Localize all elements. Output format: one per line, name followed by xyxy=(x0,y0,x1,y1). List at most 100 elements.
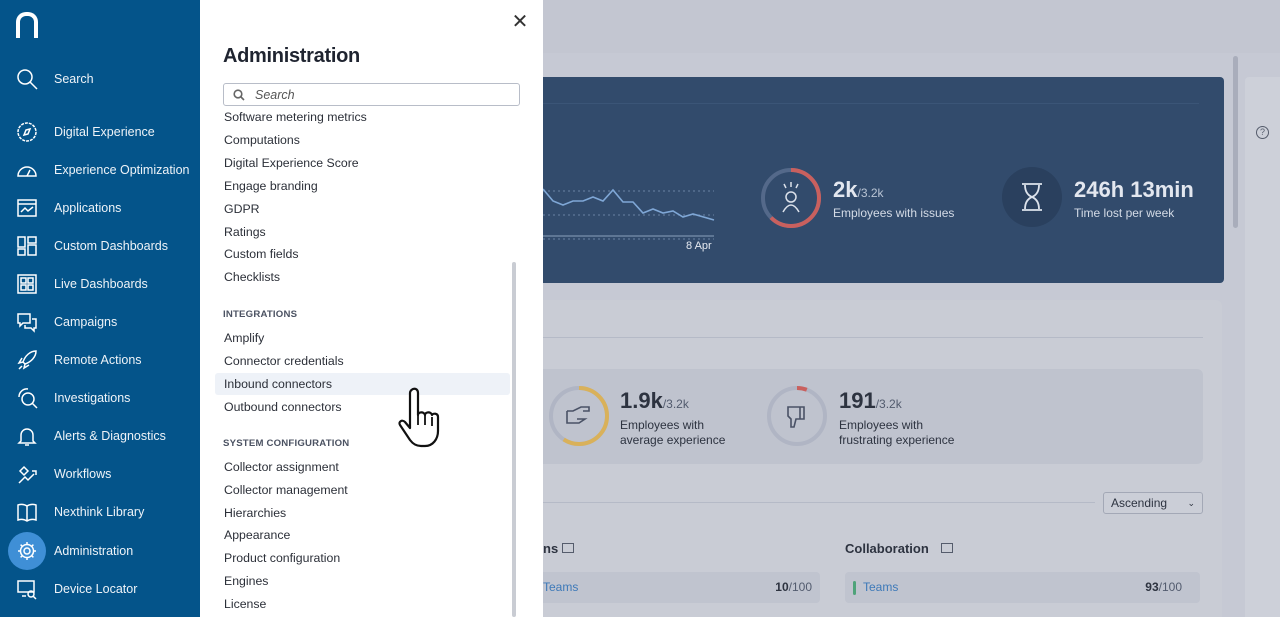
menu-item[interactable]: GDPR xyxy=(224,201,260,216)
chart-date-label: 8 Apr xyxy=(686,240,712,252)
time-lost-value: 246h 13min xyxy=(1074,177,1194,202)
nexthink-logo[interactable] xyxy=(16,12,38,38)
sidebar-item-applications[interactable]: Applications xyxy=(0,190,200,226)
sidebar-item-campaigns[interactable]: Campaigns xyxy=(0,304,200,340)
frustrating-label-2: frustrating experience xyxy=(839,433,955,447)
list-row[interactable]: Teams 10/100 xyxy=(543,572,820,603)
collaboration-title: Collaboration xyxy=(845,541,929,556)
section-header: SYSTEM CONFIGURATION xyxy=(223,438,350,449)
issues-value: 2k xyxy=(833,177,858,202)
frustrating-total: /3.2k xyxy=(875,397,902,411)
pointing-hand-icon xyxy=(566,406,590,424)
frustrating-ring xyxy=(767,386,827,446)
help-icon[interactable]: ? xyxy=(1256,126,1269,139)
sidebar-item-label: Investigations xyxy=(54,391,131,405)
sidebar-item-device-locator[interactable]: Device Locator xyxy=(0,571,200,607)
score-indicator xyxy=(853,581,856,595)
close-icon[interactable]: ✕ xyxy=(511,11,529,33)
trend-line xyxy=(543,188,715,221)
menu-item[interactable]: Digital Experience Score xyxy=(224,155,359,170)
sidebar-item-label: Digital Experience xyxy=(54,125,155,139)
right-panel: ? xyxy=(1245,77,1280,617)
live-dashboard-icon xyxy=(8,265,46,303)
row-score: 93 xyxy=(1145,580,1159,594)
row-name-link[interactable]: Teams xyxy=(543,580,579,594)
book-icon xyxy=(8,493,46,531)
panel-scrollbar[interactable] xyxy=(512,262,516,617)
menu-item[interactable]: Product configuration xyxy=(224,551,341,566)
sidebar-item-nexthink-library[interactable]: Nexthink Library xyxy=(0,494,200,530)
average-value: 1.9k xyxy=(620,388,663,413)
hand-cursor-icon xyxy=(398,387,440,448)
rocket-icon xyxy=(8,341,46,379)
page-scrollbar[interactable] xyxy=(1233,56,1238,228)
sidebar-item-label: Alerts & Diagnostics xyxy=(54,429,166,443)
compass-icon xyxy=(8,113,46,151)
sidebar-item-label: Nexthink Library xyxy=(54,505,145,519)
sidebar-item-alerts-diagnostics[interactable]: Alerts & Diagnostics xyxy=(0,418,200,454)
sort-value: Ascending xyxy=(1111,496,1168,510)
search-input[interactable] xyxy=(255,87,505,102)
frustrating-label-1: Employees with xyxy=(839,418,924,432)
time-lost-label: Time lost per week xyxy=(1074,206,1175,220)
average-label-1: Employees with xyxy=(620,418,705,432)
sidebar-item-remote-actions[interactable]: Remote Actions xyxy=(0,342,200,378)
menu-item[interactable]: Computations xyxy=(224,132,300,147)
row-name-link[interactable]: Teams xyxy=(863,580,899,594)
menu-item[interactable]: Hierarchies xyxy=(224,505,287,520)
issues-total: /3.2k xyxy=(857,186,884,200)
menu-item[interactable]: License xyxy=(224,596,267,611)
dashboard-icon xyxy=(8,227,46,265)
menu-item[interactable]: Inbound connectors xyxy=(215,373,510,395)
chevron-down-icon: ⌄ xyxy=(1187,498,1195,508)
experience-card: 1.9k/3.2k Employees with average experien… xyxy=(543,300,1222,617)
row-score: 10 xyxy=(775,580,789,594)
trend-chart-icon[interactable] xyxy=(562,543,574,553)
sidebar-item-custom-dashboards[interactable]: Custom Dashboards xyxy=(0,228,200,264)
frustrating-value: 191 xyxy=(839,388,876,413)
sort-select[interactable]: Ascending ⌄ xyxy=(1103,492,1203,514)
hourglass-icon xyxy=(1002,167,1062,227)
sidebar-item-label: Applications xyxy=(54,201,122,215)
gauge-icon xyxy=(8,151,46,189)
stats-box: 1.9k/3.2k Employees with average experien… xyxy=(543,369,1203,464)
average-ring xyxy=(549,386,609,446)
sidebar-item-investigations[interactable]: Investigations xyxy=(0,380,200,416)
row-max: /100 xyxy=(1158,580,1182,594)
workflow-icon xyxy=(8,455,46,493)
search-field[interactable] xyxy=(223,83,520,106)
sidebar-item-administration[interactable]: Administration xyxy=(0,532,200,570)
menu-item[interactable]: Connector credentials xyxy=(224,354,344,368)
menu-item[interactable]: Custom fields xyxy=(224,247,299,262)
search-icon xyxy=(8,60,46,98)
list-row[interactable]: Teams 93/100 xyxy=(845,572,1200,603)
section-header: INTEGRATIONS xyxy=(223,309,298,320)
menu-item[interactable]: Collector assignment xyxy=(224,460,339,474)
sidebar-item-label: Custom Dashboards xyxy=(54,239,168,253)
sidebar-item-experience-optimization[interactable]: Experience Optimization xyxy=(0,152,200,188)
search-icon xyxy=(233,88,245,101)
menu-item[interactable]: Ratings xyxy=(224,224,266,239)
menu-item[interactable]: Engines xyxy=(224,574,269,588)
average-label-2: average experience xyxy=(620,433,726,447)
investigation-icon xyxy=(8,379,46,417)
sidebar-item-label: Administration xyxy=(54,544,134,558)
sidebar-item-search[interactable]: Search xyxy=(0,61,200,97)
panel-title: Administration xyxy=(223,45,360,67)
menu-item[interactable]: Appearance xyxy=(224,528,291,543)
trend-chart-icon[interactable] xyxy=(941,543,953,553)
menu-item[interactable]: Collector management xyxy=(224,482,348,497)
menu-item[interactable]: Checklists xyxy=(224,270,281,285)
row-max: /100 xyxy=(788,580,812,594)
sidebar-item-label: Remote Actions xyxy=(54,353,142,367)
issues-label: Employees with issues xyxy=(833,206,955,220)
sidebar-item-label: Campaigns xyxy=(54,315,118,329)
sidebar-item-live-dashboards[interactable]: Live Dashboards xyxy=(0,266,200,302)
menu-item[interactable]: Amplify xyxy=(224,331,265,345)
menu-item[interactable]: Engage branding xyxy=(224,178,318,193)
menu-item[interactable]: Outbound connectors xyxy=(224,400,342,414)
stressed-person-icon xyxy=(782,182,800,213)
sidebar-item-digital-experience[interactable]: Digital Experience xyxy=(0,114,200,150)
menu-item[interactable]: Software metering metrics xyxy=(224,110,367,124)
sidebar-item-workflows[interactable]: Workflows xyxy=(0,456,200,492)
